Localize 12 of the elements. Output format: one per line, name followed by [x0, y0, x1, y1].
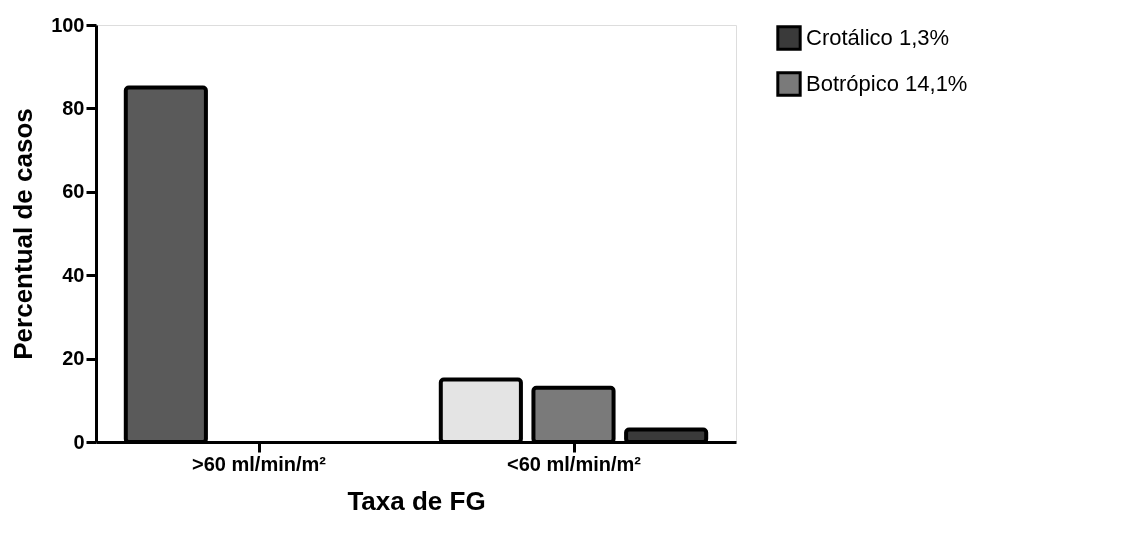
y-tick-label: 100: [51, 13, 85, 36]
x-axis-title: Taxa de FG: [347, 485, 486, 516]
y-tick-label: 20: [62, 347, 85, 370]
y-axis-title: Percentual de casos: [8, 108, 39, 360]
legend-label: Crotálico 1,3%: [806, 25, 950, 50]
y-tick-label: 80: [62, 96, 85, 119]
y-tick-label: 0: [73, 430, 85, 453]
y-tick-label: 40: [62, 263, 85, 286]
y-tick-label: 60: [62, 180, 85, 203]
legend-label: Botrópico 14,1%: [806, 71, 968, 96]
x-tick-label: >60 ml/min/m²: [192, 452, 327, 475]
x-tick-label: <60 ml/min/m²: [507, 452, 642, 475]
